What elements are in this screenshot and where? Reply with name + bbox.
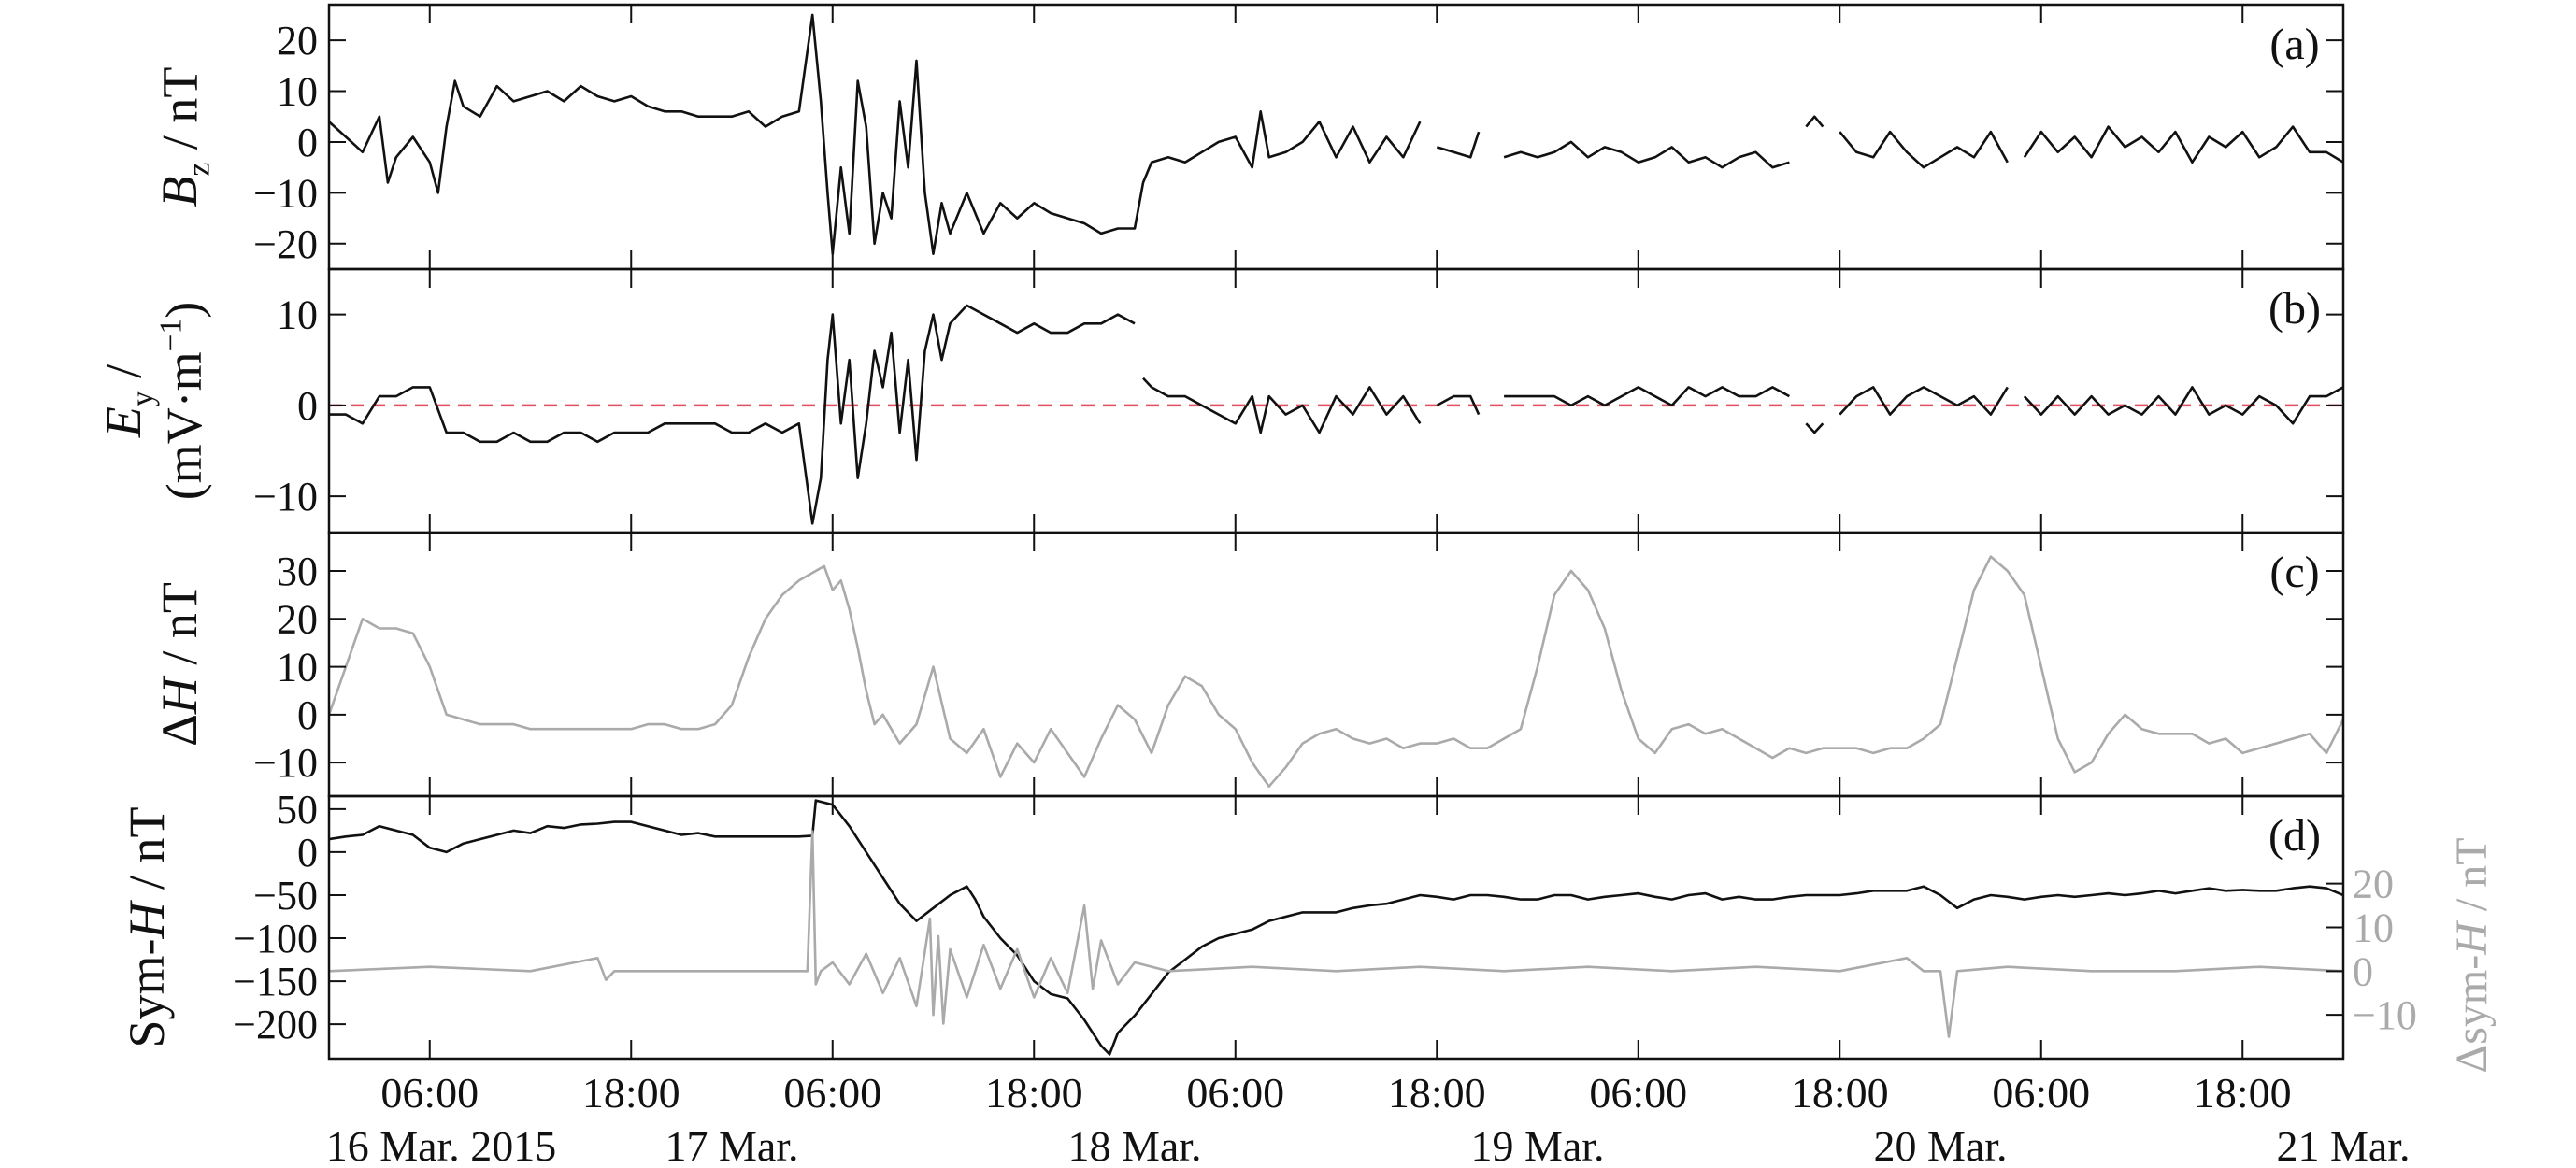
series-line-panel-1-0	[1504, 386, 1791, 407]
y-tick-label: 0	[297, 692, 318, 738]
y-tick-label: −100	[233, 916, 318, 961]
y-tick-label: 10	[277, 69, 318, 115]
y-tick-label: −20	[253, 221, 318, 267]
series-line-panel-0-0	[329, 13, 1422, 255]
series-line-panel-3-1	[329, 830, 2343, 1038]
panel-tag: (b)	[2268, 284, 2321, 334]
series-line-panel-1-0	[1805, 422, 1825, 434]
right-y-tick-label: 0	[2353, 948, 2373, 994]
right-y-tick-label: 20	[2353, 862, 2394, 907]
series-line-panel-1-0	[2023, 386, 2343, 425]
series-line-panel-0-0	[1805, 115, 1825, 128]
y-axis-label: Bz / nT	[151, 67, 217, 207]
x-tick-label: 06:00	[1589, 1069, 1687, 1117]
series-line-panel-1-0	[1142, 377, 1422, 434]
date-label: 18 Mar.	[1067, 1122, 1201, 1168]
y-tick-label: 50	[277, 787, 318, 833]
y-tick-label: −10	[253, 740, 318, 786]
series-line-panel-0-0	[1436, 131, 1481, 159]
date-label: 20 Mar.	[1873, 1122, 2007, 1168]
series-line-panel-1-0	[1436, 394, 1481, 416]
y-tick-label: −10	[253, 170, 318, 216]
x-tick-label: 06:00	[783, 1069, 881, 1117]
date-label: 17 Mar.	[665, 1122, 798, 1168]
y-tick-label: 20	[277, 596, 318, 642]
series-line-panel-2-0	[329, 555, 2343, 788]
series-line-panel-1-0	[1839, 386, 2009, 416]
right-axis-label: Δsym-H / nT	[2447, 837, 2497, 1073]
y-tick-label: 0	[297, 120, 318, 165]
panel-tag: (a)	[2269, 20, 2319, 69]
x-tick-label: 18:00	[985, 1069, 1083, 1117]
x-tick-label: 18:00	[1791, 1069, 1889, 1117]
y-tick-label: 0	[297, 830, 318, 876]
panel-frame	[327, 3, 2345, 271]
right-y-tick-label: 10	[2353, 905, 2394, 951]
axes-layer	[327, 3, 2345, 1061]
y-tick-label: 10	[277, 645, 318, 691]
y-tick-label: −10	[253, 474, 318, 520]
series-layer	[329, 13, 2343, 1056]
y-tick-label: 30	[277, 548, 318, 594]
y-tick-label: 10	[277, 292, 318, 338]
series-line-panel-3-0	[329, 799, 2343, 1056]
y-axis-label: Sym-H / nT	[119, 806, 175, 1047]
y-tick-label: −150	[233, 959, 318, 1004]
x-tick-label: 18:00	[2194, 1069, 2292, 1117]
series-line-panel-0-0	[2023, 125, 2343, 164]
series-line-panel-0-0	[1503, 140, 1790, 169]
y-tick-label: 0	[297, 383, 318, 429]
series-line-panel-0-0	[1839, 130, 2009, 169]
panel-tag: (d)	[2268, 811, 2321, 861]
y-tick-label: −50	[253, 873, 318, 919]
x-tick-label: 06:00	[1186, 1069, 1284, 1117]
y-tick-label: −200	[233, 1002, 318, 1047]
y-axis-label: ΔH / nT	[151, 582, 208, 747]
x-tick-label: 06:00	[1992, 1069, 2090, 1117]
series-line-panel-1-0	[329, 304, 1136, 525]
date-label: 16 Mar. 2015	[326, 1122, 557, 1168]
y-axis-label: (mV·m−1)	[153, 302, 212, 501]
panel-tag: (c)	[2269, 548, 2319, 597]
x-tick-label: 18:00	[1388, 1069, 1486, 1117]
x-tick-label: 18:00	[582, 1069, 680, 1117]
y-tick-label: 20	[277, 18, 318, 64]
date-label: 19 Mar.	[1470, 1122, 1604, 1168]
panel-frame	[327, 267, 2345, 534]
date-label: 21 Mar.	[2276, 1122, 2410, 1168]
x-tick-label: 06:00	[380, 1069, 479, 1117]
right-y-tick-label: −10	[2353, 992, 2417, 1038]
panel-frame	[327, 794, 2345, 1061]
y-axis-label: Ey /	[95, 364, 161, 438]
